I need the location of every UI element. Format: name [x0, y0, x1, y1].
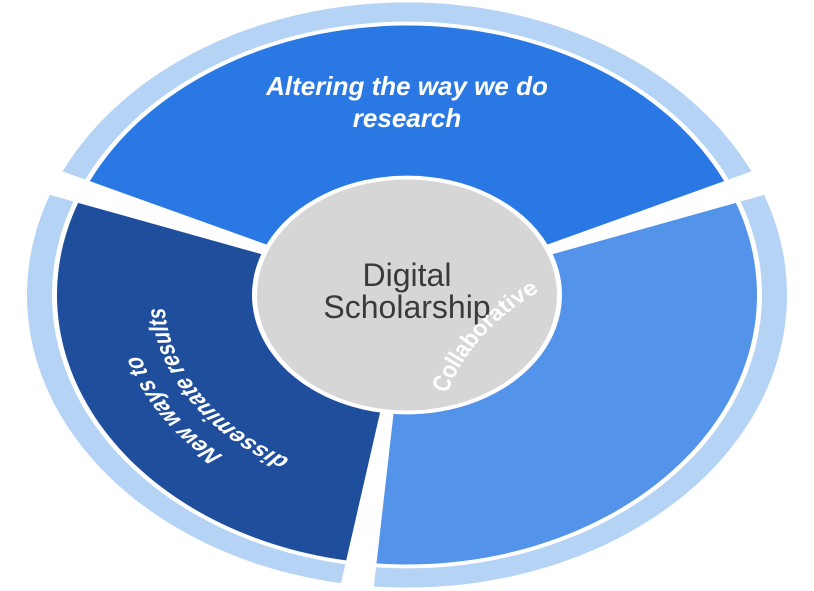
segment-top-label: Altering the way we do — [265, 71, 548, 101]
segment-top-label: research — [353, 103, 461, 133]
center-label: Digital — [363, 257, 452, 293]
center-label: Scholarship — [323, 289, 490, 325]
digital-scholarship-diagram: DigitalScholarshipCollaborativeNew ways … — [0, 0, 814, 591]
